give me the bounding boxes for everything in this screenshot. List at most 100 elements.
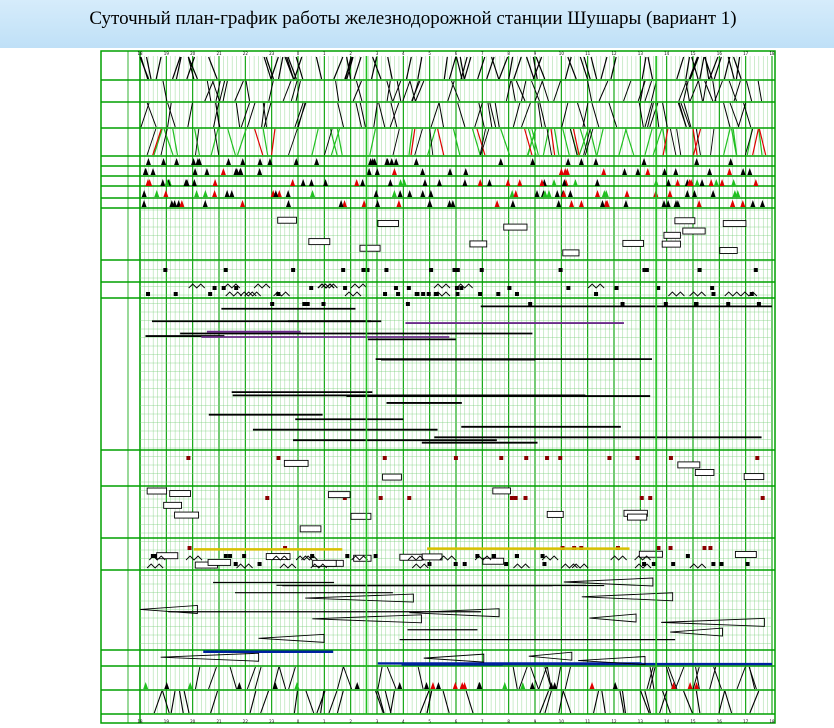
operation-square bbox=[524, 456, 529, 460]
train-thread bbox=[477, 56, 486, 80]
train-thread bbox=[167, 102, 172, 128]
train-marker-triangle bbox=[707, 168, 713, 175]
operation-box bbox=[482, 557, 505, 565]
train-thread bbox=[355, 80, 363, 102]
train-marker-triangle bbox=[687, 682, 693, 689]
train-thread bbox=[286, 56, 295, 80]
train-marker-triangle bbox=[694, 158, 700, 165]
shunting-mark bbox=[474, 555, 492, 561]
shunting-mark bbox=[351, 555, 368, 561]
train-thread bbox=[758, 128, 763, 156]
processing-wedge bbox=[258, 633, 325, 643]
train-thread bbox=[735, 56, 741, 80]
train-marker-triangle bbox=[285, 190, 291, 197]
train-thread bbox=[527, 128, 537, 156]
train-thread bbox=[419, 690, 430, 714]
train-marker-triangle bbox=[477, 179, 483, 186]
train-thread bbox=[590, 56, 598, 80]
train-marker-triangle bbox=[463, 168, 469, 175]
operation-square bbox=[208, 292, 213, 296]
train-thread bbox=[297, 102, 306, 128]
train-thread bbox=[646, 666, 654, 690]
shunting-mark bbox=[295, 555, 313, 561]
train-marker-triangle bbox=[699, 179, 705, 186]
operation-square bbox=[711, 562, 716, 566]
train-thread bbox=[417, 56, 423, 80]
train-thread bbox=[155, 56, 162, 80]
train-thread bbox=[732, 128, 738, 156]
train-thread bbox=[353, 56, 362, 80]
train-thread bbox=[294, 102, 304, 128]
hour-label-bottom: 14 bbox=[664, 719, 670, 724]
operation-square bbox=[186, 456, 191, 460]
operation-square bbox=[383, 292, 388, 296]
train-thread bbox=[539, 102, 546, 128]
operation-square bbox=[711, 292, 716, 296]
operation-square bbox=[393, 286, 398, 290]
train-thread bbox=[390, 690, 395, 714]
train-thread bbox=[146, 102, 157, 128]
train-marker-triangle bbox=[517, 179, 523, 186]
hour-label-top: 19 bbox=[164, 51, 170, 56]
train-marker-triangle bbox=[665, 179, 671, 186]
train-thread bbox=[457, 102, 466, 128]
train-thread bbox=[162, 690, 170, 714]
hour-label-top: 21 bbox=[216, 51, 222, 56]
hour-label-top: 16 bbox=[717, 51, 723, 56]
train-marker-triangle bbox=[567, 190, 573, 197]
train-thread bbox=[171, 56, 181, 80]
train-marker-triangle bbox=[366, 168, 372, 175]
train-marker-triangle bbox=[234, 168, 240, 175]
hour-label-bottom: 20 bbox=[190, 719, 196, 724]
train-marker-triangle bbox=[539, 179, 545, 186]
train-thread bbox=[531, 128, 539, 156]
train-thread bbox=[324, 128, 333, 156]
train-marker-triangle bbox=[191, 158, 197, 165]
train-marker-triangle bbox=[561, 190, 567, 197]
train-thread bbox=[610, 56, 617, 80]
train-marker-triangle bbox=[498, 158, 504, 165]
train-thread bbox=[644, 128, 653, 156]
train-thread bbox=[448, 56, 457, 80]
operation-square bbox=[558, 456, 563, 460]
train-marker-triangle bbox=[161, 158, 167, 165]
train-marker-triangle bbox=[665, 200, 671, 207]
train-marker-triangle bbox=[226, 158, 232, 165]
train-thread bbox=[579, 56, 589, 80]
train-marker-triangle bbox=[505, 179, 511, 186]
hour-label-top: 6 bbox=[455, 51, 458, 56]
train-marker-triangle bbox=[556, 200, 562, 207]
operation-box bbox=[469, 240, 488, 248]
train-thread bbox=[587, 80, 593, 102]
train-thread bbox=[451, 80, 460, 102]
train-marker-triangle bbox=[179, 200, 185, 207]
train-marker-triangle bbox=[154, 190, 160, 197]
train-thread bbox=[505, 80, 512, 102]
train-thread bbox=[562, 128, 570, 156]
train-thread bbox=[689, 80, 699, 102]
processing-wedge bbox=[528, 651, 573, 661]
train-thread bbox=[699, 56, 705, 80]
hour-label-bottom: 5 bbox=[428, 719, 431, 724]
train-marker-triangle bbox=[293, 158, 299, 165]
train-thread bbox=[491, 56, 500, 80]
train-thread bbox=[430, 102, 440, 128]
operation-square bbox=[528, 302, 533, 306]
hour-label-top: 20 bbox=[190, 51, 196, 56]
train-marker-triangle bbox=[342, 200, 348, 207]
train-thread bbox=[210, 128, 219, 156]
train-marker-triangle bbox=[564, 168, 570, 175]
train-thread bbox=[709, 666, 717, 690]
operation-square bbox=[429, 268, 434, 272]
operation-square bbox=[702, 546, 707, 550]
train-marker-triangle bbox=[396, 200, 402, 207]
train-marker-triangle bbox=[530, 158, 536, 165]
train-thread bbox=[518, 666, 528, 690]
train-thread bbox=[293, 690, 298, 714]
train-marker-triangle bbox=[187, 682, 193, 689]
train-marker-triangle bbox=[398, 179, 404, 186]
train-thread bbox=[140, 56, 149, 80]
train-thread bbox=[249, 690, 257, 714]
train-thread bbox=[727, 56, 735, 80]
train-thread bbox=[213, 102, 220, 128]
